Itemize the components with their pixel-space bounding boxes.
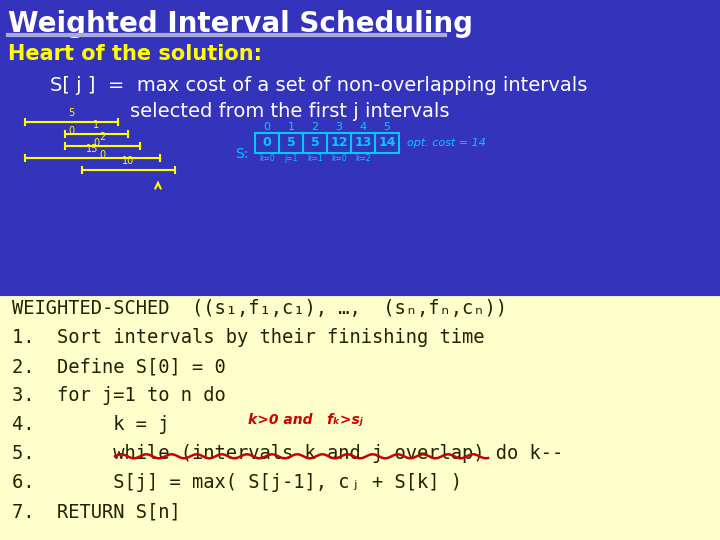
Text: 12: 12 bbox=[330, 137, 348, 150]
Text: 1.  Sort intervals by their finishing time: 1. Sort intervals by their finishing tim… bbox=[12, 328, 485, 347]
Text: k=0: k=0 bbox=[259, 154, 275, 163]
Text: 1: 1 bbox=[94, 120, 99, 130]
Text: k=0: k=0 bbox=[331, 154, 347, 163]
Bar bbox=[279, 133, 303, 153]
Text: 13: 13 bbox=[354, 137, 372, 150]
Text: 3.  for j=1 to n do: 3. for j=1 to n do bbox=[12, 386, 226, 406]
Text: 2: 2 bbox=[99, 132, 106, 142]
Text: S[ j ]  =  max cost of a set of non-overlapping intervals: S[ j ] = max cost of a set of non-overla… bbox=[50, 76, 588, 95]
Text: 5: 5 bbox=[68, 108, 75, 118]
Text: 15: 15 bbox=[86, 144, 99, 154]
Bar bbox=[303, 133, 327, 153]
Text: k=1: k=1 bbox=[307, 154, 323, 163]
Text: Heart of the solution:: Heart of the solution: bbox=[8, 44, 262, 64]
Bar bbox=[327, 133, 351, 153]
Text: 3: 3 bbox=[336, 122, 343, 132]
Text: 0: 0 bbox=[99, 150, 106, 160]
Text: j=1: j=1 bbox=[284, 154, 297, 163]
Text: 5.       while (intervals k and j overlap) do k--: 5. while (intervals k and j overlap) do … bbox=[12, 444, 563, 463]
Text: 6.       S[j] = max( S[j-1], cⱼ + S[k] ): 6. S[j] = max( S[j-1], cⱼ + S[k] ) bbox=[12, 473, 462, 492]
Bar bbox=[351, 133, 375, 153]
Text: opt. cost = 14: opt. cost = 14 bbox=[407, 138, 486, 148]
Text: 10: 10 bbox=[122, 156, 135, 166]
Text: 0: 0 bbox=[94, 138, 99, 148]
Text: 0: 0 bbox=[68, 126, 75, 136]
Text: selected from the first j intervals: selected from the first j intervals bbox=[130, 102, 449, 121]
Text: 5: 5 bbox=[384, 122, 390, 132]
Text: 4.       k = j: 4. k = j bbox=[12, 415, 169, 434]
Text: 14: 14 bbox=[378, 137, 396, 150]
Text: WEIGHTED-SCHED  ((s₁,f₁,c₁), …,  (sₙ,fₙ,cₙ)): WEIGHTED-SCHED ((s₁,f₁,c₁), …, (sₙ,fₙ,cₙ… bbox=[12, 299, 507, 318]
Text: k=2: k=2 bbox=[355, 154, 371, 163]
Text: 0: 0 bbox=[264, 122, 271, 132]
Text: k>0 and   fₖ>sⱼ: k>0 and fₖ>sⱼ bbox=[248, 413, 363, 427]
Bar bbox=[375, 133, 399, 153]
Text: Weighted Interval Scheduling: Weighted Interval Scheduling bbox=[8, 10, 473, 38]
Text: 5: 5 bbox=[287, 137, 295, 150]
Text: 2: 2 bbox=[312, 122, 318, 132]
Text: 5: 5 bbox=[310, 137, 320, 150]
Text: 7.  RETURN S[n]: 7. RETURN S[n] bbox=[12, 502, 181, 521]
Text: 2.  Define S[0] = 0: 2. Define S[0] = 0 bbox=[12, 357, 226, 376]
Text: 1: 1 bbox=[287, 122, 294, 132]
Bar bbox=[0, 294, 720, 540]
Text: 4: 4 bbox=[359, 122, 366, 132]
Text: S:: S: bbox=[235, 147, 248, 161]
Bar bbox=[255, 133, 279, 153]
Text: 0: 0 bbox=[263, 137, 271, 150]
